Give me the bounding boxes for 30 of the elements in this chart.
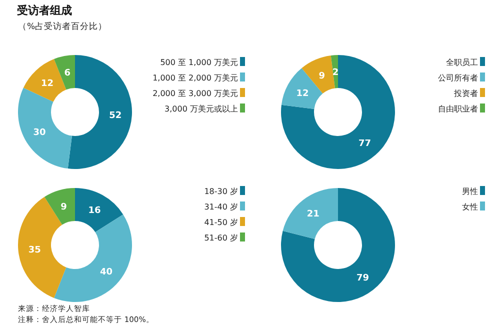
legend-label: 2,000 至 3,000 万美元 [152,89,238,98]
data-label: 6 [64,68,71,79]
legend-label: 投资者 [453,89,478,98]
legend-label: 18-30 岁 [204,187,238,196]
legend-label: 51-60 岁 [204,234,238,242]
data-label: 9 [60,202,67,213]
data-label: 77 [358,138,372,149]
data-label: 16 [88,206,101,216]
legend-label: 自由职业者 [438,104,478,114]
legend-label: 500 至 1,000 万美元 [160,58,238,67]
data-label: 52 [109,111,122,122]
chart-subtitle: （%占受访者百分比） [18,21,108,32]
data-label: 12 [296,88,309,99]
data-label: 12 [41,78,54,89]
legend-label: 1,000 至 2,000 万美元 [152,74,238,82]
data-label: 35 [28,245,41,256]
legend-label: 31-40 岁 [204,202,238,212]
data-label: 79 [356,274,370,284]
legend-label: 全职员工 [446,58,478,67]
data-label: 2 [332,68,339,78]
data-label: 40 [100,267,112,278]
legend-label: 41-50 岁 [204,218,238,227]
legend-label: 3,000 万美元或以上 [164,104,238,114]
data-label: 21 [306,210,320,220]
data-label: 30 [33,128,46,138]
data-label: 9 [318,71,326,82]
legend-label: 公司所有者 [438,74,478,82]
legend-label: 女性 [462,202,478,212]
chart-title: 受访者组成 [16,4,72,17]
legend-label: 男性 [462,187,478,196]
